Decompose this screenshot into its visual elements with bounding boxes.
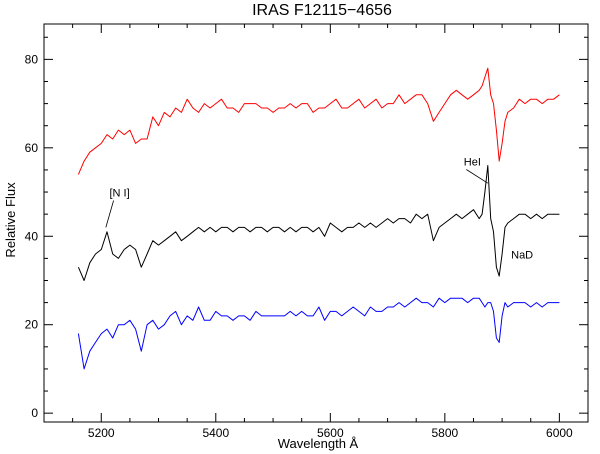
annotation-pointer [466, 169, 489, 184]
y-tick-label: 60 [25, 141, 39, 155]
annotation-label: NaD [511, 249, 533, 261]
red-spectrum-line [77, 67, 560, 175]
annotation-pointer [105, 200, 114, 228]
x-tick-label: 5800 [431, 426, 458, 440]
y-tick-label: 80 [25, 52, 39, 66]
plot-frame [43, 23, 589, 423]
series-layer [77, 67, 560, 370]
x-axis-label: Wavelength Å [278, 436, 359, 451]
y-tick-label: 40 [25, 229, 39, 243]
x-tick-label: 5400 [202, 426, 229, 440]
annotation-label: HeI [464, 157, 481, 169]
black-spectrum-line [77, 165, 560, 281]
x-tick-label: 5200 [88, 426, 115, 440]
x-tick-label: 6000 [546, 426, 573, 440]
y-axis-label: Relative Flux [3, 182, 18, 258]
annotation-label: [N I] [110, 187, 130, 199]
chart-title: IRAS F12115−4656 [252, 2, 392, 19]
axis-ticks: 5200 5400 5600 5800 6000 0 20 40 60 80 [25, 24, 589, 440]
x-tick-label: 5600 [317, 426, 344, 440]
annotations-layer: [N I] HeI NaD [105, 157, 533, 261]
blue-spectrum-line [77, 297, 560, 370]
y-tick-label: 20 [25, 318, 39, 332]
y-tick-label: 0 [31, 406, 38, 420]
